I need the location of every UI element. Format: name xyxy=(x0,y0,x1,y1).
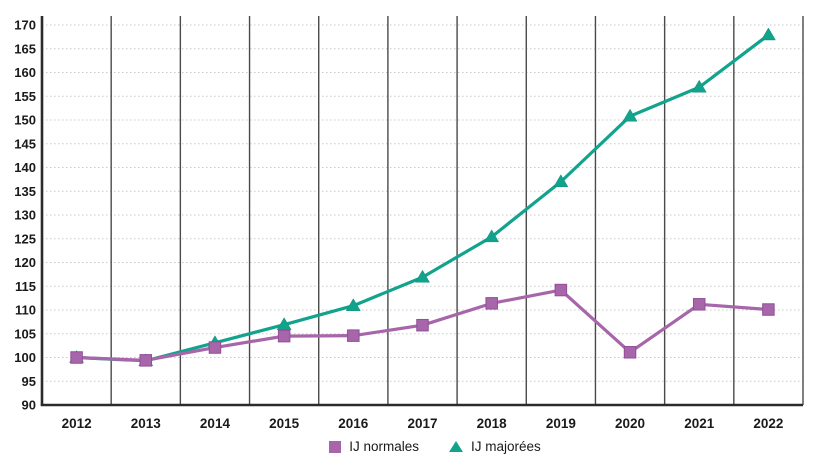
legend-label: IJ majorées xyxy=(471,439,541,454)
x-axis-label: 2021 xyxy=(684,416,715,431)
y-axis-label: 95 xyxy=(22,374,36,389)
x-axis-label: 2018 xyxy=(477,416,508,431)
data-point-ij-normales-2012 xyxy=(70,351,83,364)
y-axis-label: 125 xyxy=(14,231,36,246)
x-axis-label: 2013 xyxy=(131,416,162,431)
data-point-ij-majorees-2021 xyxy=(691,79,707,93)
data-point-ij-normales-2015 xyxy=(277,329,291,343)
data-point-ij-majorees-2017 xyxy=(415,269,430,283)
y-axis-label: 90 xyxy=(22,398,36,413)
data-point-ij-normales-2021 xyxy=(692,298,706,311)
data-point-ij-majorees-2022 xyxy=(760,27,776,41)
legend-item-ij-majorees: IJ majorées xyxy=(449,440,541,454)
data-point-ij-majorees-2016 xyxy=(345,298,361,311)
x-axis-label: 2017 xyxy=(407,416,437,431)
chart-legend: IJ normales IJ majorées xyxy=(23,440,824,454)
y-axis-label: 160 xyxy=(14,65,36,80)
data-point-ij-normales-2019 xyxy=(554,283,568,297)
x-axis-label: 2014 xyxy=(200,416,231,431)
y-axis-label: 105 xyxy=(14,326,36,341)
data-point-ij-normales-2013 xyxy=(139,354,153,367)
legend-label: IJ normales xyxy=(349,439,419,454)
x-axis-label: 2016 xyxy=(338,416,369,431)
square-marker-icon xyxy=(329,440,342,453)
data-point-ij-majorees-2015 xyxy=(276,317,292,330)
triangle-marker-icon xyxy=(449,441,463,453)
y-axis-label: 120 xyxy=(14,255,36,270)
y-axis-label: 140 xyxy=(14,160,36,175)
data-point-ij-normales-2014 xyxy=(208,341,222,354)
x-axis-label: 2020 xyxy=(615,416,645,431)
y-axis-label: 115 xyxy=(15,279,36,294)
data-point-ij-normales-2016 xyxy=(347,329,360,342)
x-axis-label: 2019 xyxy=(546,416,576,431)
x-axis-label: 2012 xyxy=(62,416,92,431)
legend-item-ij-normales: IJ normales xyxy=(329,440,419,454)
y-axis-label: 170 xyxy=(14,18,36,33)
y-axis-label: 135 xyxy=(14,184,36,199)
data-point-ij-majorees-2018 xyxy=(484,229,500,243)
data-point-ij-majorees-2020 xyxy=(622,108,638,122)
y-axis-label: 100 xyxy=(14,350,36,365)
data-point-ij-normales-2018 xyxy=(485,297,498,310)
data-point-ij-normales-2017 xyxy=(416,318,429,332)
y-axis-label: 145 xyxy=(14,136,36,151)
y-axis-label: 130 xyxy=(14,208,36,223)
data-point-ij-normales-2020 xyxy=(623,346,637,359)
data-point-ij-normales-2022 xyxy=(762,303,775,316)
y-axis-label: 110 xyxy=(15,303,36,318)
y-axis-label: 150 xyxy=(14,113,36,128)
y-axis-label: 165 xyxy=(14,41,36,56)
x-axis-label: 2015 xyxy=(269,416,300,431)
y-axis-label: 155 xyxy=(14,89,36,104)
data-point-ij-majorees-2019 xyxy=(553,174,569,187)
x-axis-label: 2022 xyxy=(753,416,783,431)
